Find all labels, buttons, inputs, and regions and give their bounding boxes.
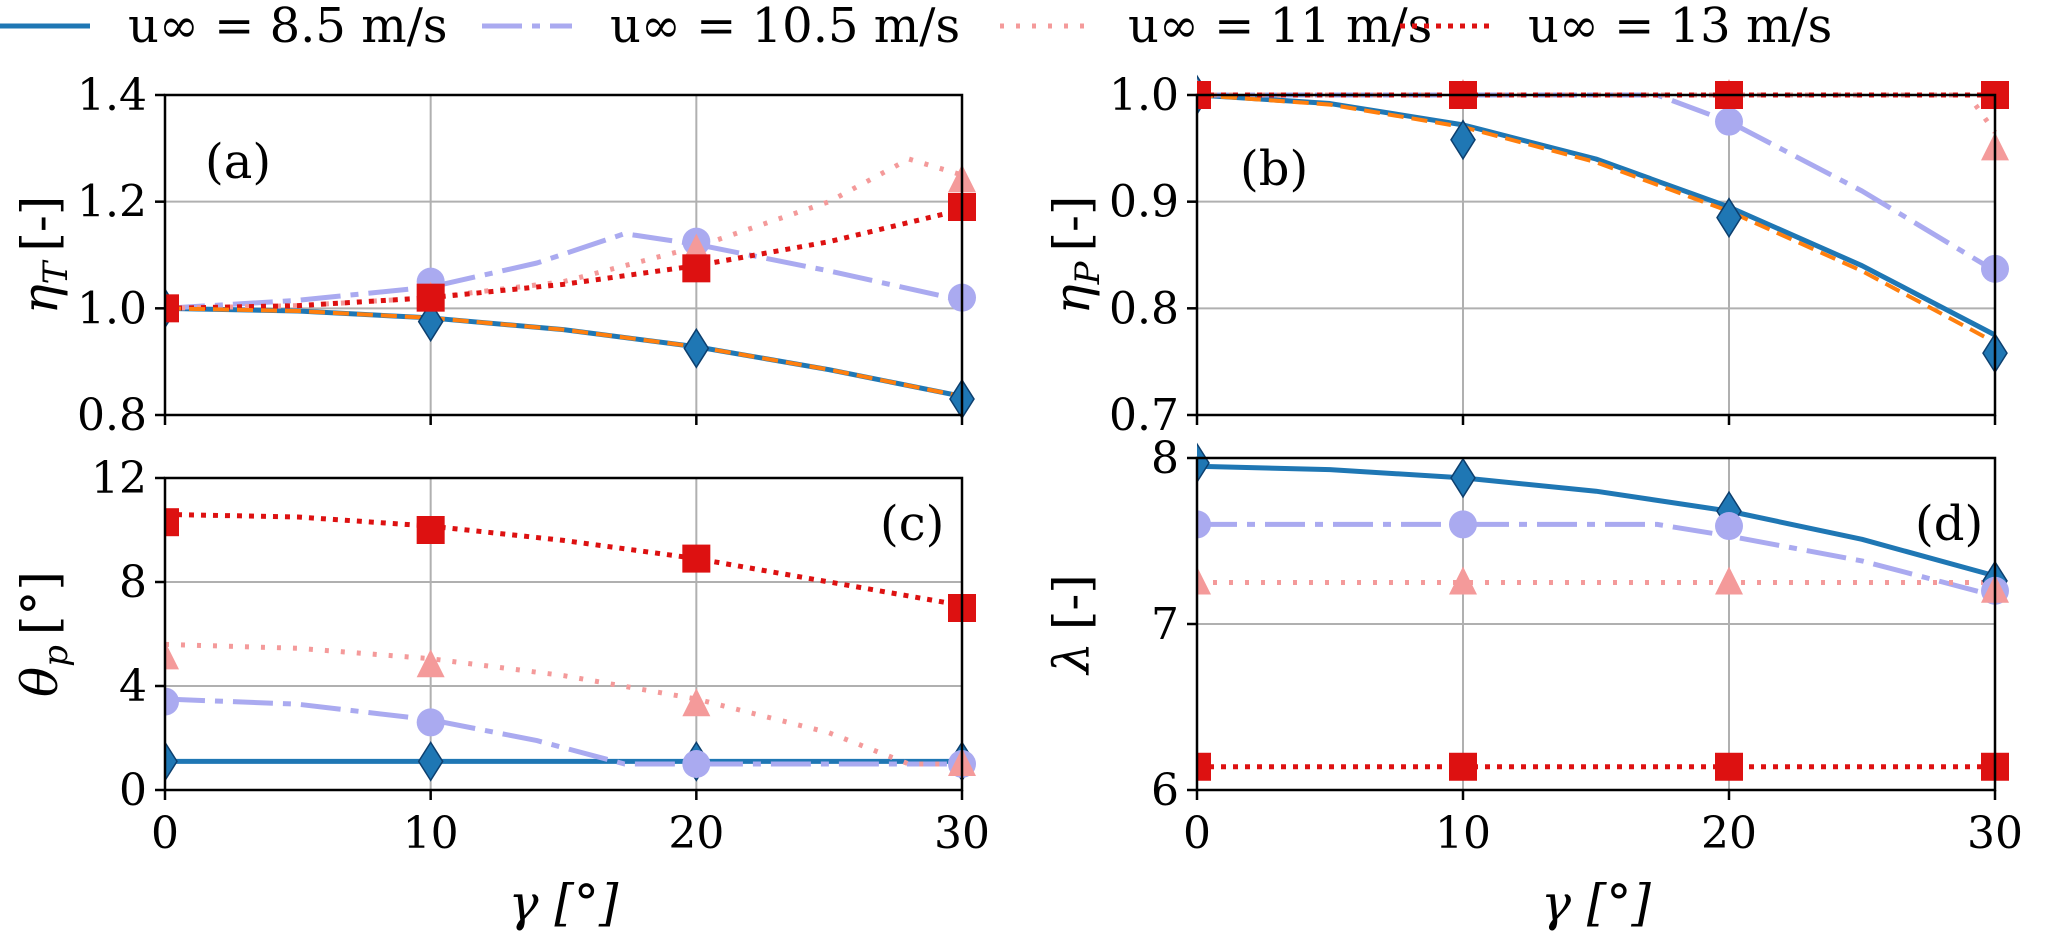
axes-frame — [1195, 93, 1997, 417]
x-tick-label: 30 — [1967, 808, 2023, 859]
data-marker — [1716, 197, 1742, 239]
data-marker — [416, 649, 445, 678]
legend-label: u∞ = 13 m/s — [1528, 0, 1832, 54]
x-tick-label: 20 — [1701, 808, 1757, 859]
data-marker — [165, 740, 178, 782]
series-line — [1197, 463, 1996, 579]
data-marker — [416, 516, 445, 544]
y-tick-label: 1.0 — [77, 283, 147, 334]
y-axis-label: λ[-] — [1043, 574, 1101, 676]
data-marker — [1715, 752, 1743, 781]
panel-d: 0 10 20 30 6 7 8 (d) λ[-] γ [°] — [1043, 433, 2023, 932]
legend: u∞ = 8.5 m/s u∞ = 10.5 m/s u∞ = 11 m/s u∞ =… — [0, 0, 1832, 54]
x-tick-label: 0 — [1183, 808, 1211, 859]
data-marker — [165, 508, 179, 537]
y-tick-label: 4 — [119, 661, 147, 712]
data-marker — [683, 327, 710, 369]
series-line — [165, 156, 963, 311]
x-tick-label: 30 — [934, 808, 990, 859]
panel-label: (c) — [880, 496, 944, 552]
data-marker — [1450, 457, 1476, 499]
x-tick-label: 10 — [403, 808, 459, 859]
data-marker — [165, 687, 179, 716]
data-marker — [682, 750, 711, 778]
panel-label: (b) — [1240, 141, 1308, 197]
data-marker — [1197, 752, 1211, 781]
y-axis-label: ηP[-] — [1043, 196, 1108, 315]
plot-area — [165, 156, 976, 420]
panel-b: 0.7 0.8 0.9 1.0 (b) ηP[-] — [1043, 70, 2009, 441]
series-line — [165, 511, 963, 608]
y-tick-label: 1.2 — [77, 177, 147, 228]
model-line — [1197, 93, 1996, 345]
series-line — [165, 231, 963, 311]
x-tick-label: 20 — [668, 808, 724, 859]
data-marker — [417, 740, 444, 782]
data-marker — [1197, 566, 1211, 595]
y-tick-label: 1.4 — [77, 70, 147, 121]
data-marker — [682, 688, 711, 717]
y-tick-label: 0 — [119, 765, 147, 816]
y-tick-label: 8 — [119, 557, 147, 608]
y-tick-label: 0.8 — [1109, 283, 1179, 334]
axes-frame — [163, 93, 964, 417]
data-marker — [1197, 510, 1211, 539]
panel-label: (d) — [1915, 496, 1983, 552]
y-tick-label: 8 — [1151, 433, 1179, 484]
data-marker — [165, 294, 179, 323]
data-marker — [1449, 510, 1477, 539]
y-tick-label: 0.9 — [1109, 177, 1179, 228]
y-axis-label: ηT[-] — [11, 196, 76, 315]
y-tick-label: 0.7 — [1109, 390, 1179, 441]
axes-frame — [163, 476, 964, 792]
data-marker — [1715, 566, 1743, 595]
legend-label: u∞ = 10.5 m/s — [610, 0, 960, 54]
y-tick-label: 1.0 — [1109, 70, 1179, 121]
plot-area — [1197, 442, 2009, 781]
plot-area — [1197, 74, 2009, 374]
y-axis-label: θp[°] — [11, 571, 76, 697]
series-line — [1197, 92, 1997, 274]
data-marker — [1197, 442, 1210, 484]
x-axis-label: γ [°] — [1541, 874, 1651, 932]
panel-a: 0.8 1.0 1.2 1.4 (a) ηT[-] — [11, 70, 976, 441]
series-line — [165, 641, 962, 767]
data-marker — [682, 254, 711, 283]
y-tick-label: 0.8 — [77, 390, 147, 441]
data-marker — [1450, 119, 1476, 161]
x-axis-label: γ [°] — [509, 874, 619, 932]
data-marker — [1715, 512, 1743, 541]
series-line — [1197, 521, 1996, 599]
model-line — [165, 306, 963, 399]
x-tick-label: 10 — [1435, 808, 1491, 859]
panel-c: 0 10 20 30 0 4 8 12 (c) θp[°] γ [°] — [11, 453, 990, 932]
plot-area — [165, 508, 976, 782]
series-line — [1197, 92, 1997, 338]
data-marker — [1449, 566, 1477, 595]
series-line — [165, 305, 963, 399]
data-marker — [682, 544, 711, 573]
data-marker — [1449, 752, 1477, 781]
y-tick-label: 6 — [1151, 765, 1179, 816]
y-tick-label: 12 — [91, 453, 147, 504]
panels: 0.8 1.0 1.2 1.4 (a) ηT[-] 0.7 0.8 0.9 1.0 (b) ηP[-]… — [11, 70, 2023, 932]
series-line — [165, 696, 962, 767]
data-marker — [417, 301, 444, 343]
data-marker — [1715, 107, 1743, 136]
legend-label: u∞ = 8.5 m/s — [128, 0, 448, 54]
data-marker — [165, 641, 179, 670]
data-marker — [416, 283, 445, 312]
data-marker — [416, 708, 445, 737]
series-line — [165, 207, 963, 311]
legend-label: u∞ = 11 m/s — [1128, 0, 1432, 54]
y-tick-label: 7 — [1151, 599, 1179, 650]
x-tick-label: 0 — [151, 808, 179, 859]
panel-label: (a) — [205, 134, 271, 190]
